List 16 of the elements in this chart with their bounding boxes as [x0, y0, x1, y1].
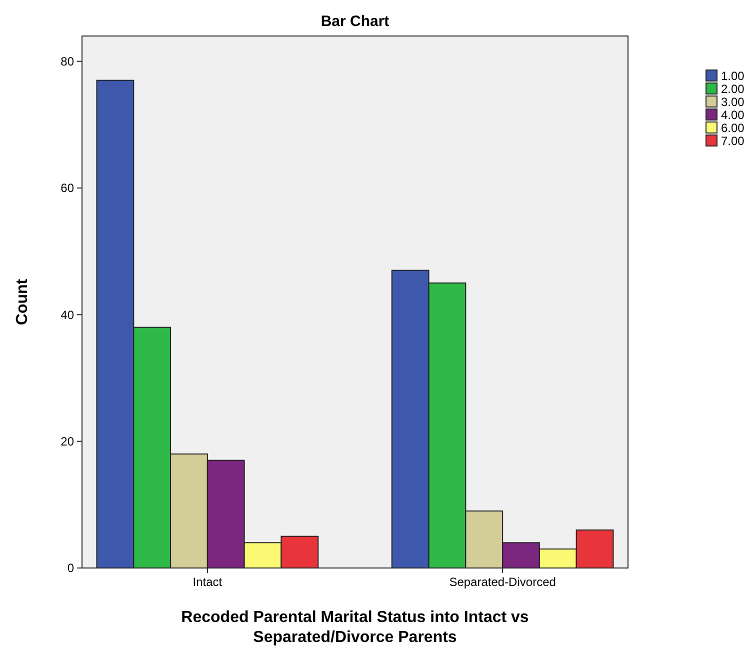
- y-tick-label: 80: [60, 54, 74, 69]
- x-tick-label: Separated-Divorced: [449, 575, 556, 589]
- y-tick-label: 0: [67, 561, 74, 576]
- chart-title: Bar Chart: [320, 13, 390, 30]
- y-tick-label: 20: [60, 434, 74, 449]
- x-tick-label: Intact: [192, 575, 223, 589]
- y-axis-title: Count: [14, 278, 31, 326]
- x-axis-title: Recoded Parental Marital Status into Intact vs Separated/Divorce Parents: [181, 609, 529, 646]
- legend-label: 2.00: [721, 82, 745, 96]
- legend-label: 7.00: [721, 134, 745, 148]
- legend-label: 6.00: [721, 121, 745, 136]
- legend-label: 1.00: [721, 69, 745, 84]
- y-tick-label: 40: [60, 308, 74, 322]
- legend-label: 4.00: [721, 108, 745, 122]
- y-tick-label: 60: [60, 181, 74, 196]
- legend-label: 3.00: [721, 95, 745, 110]
